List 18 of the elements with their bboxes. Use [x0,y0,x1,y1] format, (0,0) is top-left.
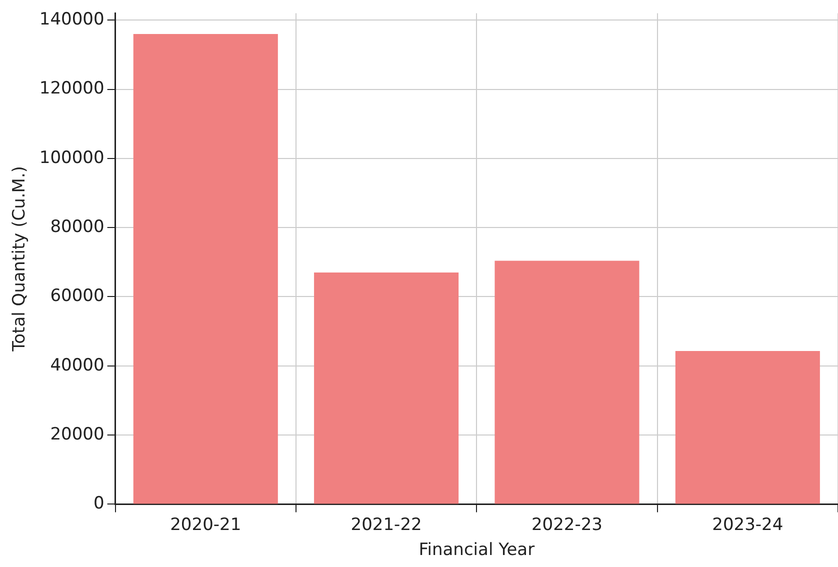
y-tick-label: 60000 [50,286,104,306]
y-tick-label: 100000 [39,148,104,168]
x-tick-label: 2021-22 [350,514,422,535]
y-tick-label: 120000 [39,78,104,99]
bar [494,260,640,504]
x-tick-label: 2022-23 [531,514,602,535]
y-tick-label: 40000 [50,355,104,376]
x-axis-title: Financial Year [418,540,535,560]
y-tick-label: 20000 [50,424,104,444]
y-tick-label: 140000 [39,10,104,30]
bar [675,351,820,504]
x-tick-label: 2020-21 [170,514,242,535]
y-tick-label: 80000 [50,217,104,237]
x-tick-label: 2023-24 [712,514,784,535]
bar [314,272,459,504]
y-axis-title: Total Quantity (Cu.M.) [10,166,30,352]
y-tick-label: 0 [93,494,104,514]
bar [133,34,278,504]
